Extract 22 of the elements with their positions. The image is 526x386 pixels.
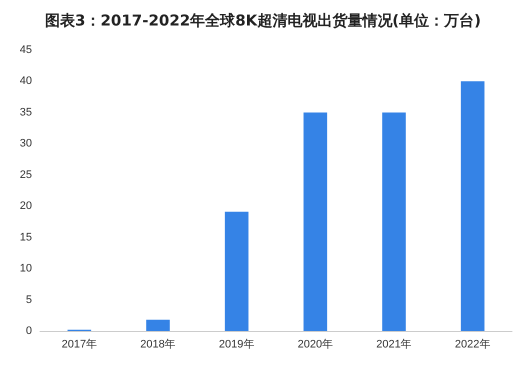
y-tick-label: 45 <box>20 44 32 56</box>
y-tick-label: 30 <box>20 138 32 150</box>
y-tick-label: 40 <box>20 75 32 88</box>
x-tick-label: 2017年 <box>62 338 98 350</box>
x-tick-label: 2020年 <box>298 338 334 350</box>
chart-title: 图表3：2017-2022年全球8K超清电视出货量情况(单位：万台) <box>45 12 481 30</box>
x-tick-label: 2021年 <box>376 338 412 350</box>
bar <box>224 212 248 331</box>
y-tick-label: 10 <box>20 262 32 275</box>
x-tick-label: 2018年 <box>140 338 176 350</box>
bar <box>460 81 484 331</box>
y-tick-label: 35 <box>20 106 32 118</box>
y-tick-label: 25 <box>20 168 32 181</box>
x-tick-label: 2019年 <box>218 338 254 350</box>
y-tick-label: 0 <box>26 325 32 337</box>
x-tick-label: 2022年 <box>454 338 490 350</box>
bar <box>304 112 328 331</box>
y-tick-label: 5 <box>26 294 32 306</box>
bar <box>382 112 406 331</box>
y-tick-label: 15 <box>20 231 32 244</box>
bar <box>146 320 170 331</box>
y-tick-label: 20 <box>20 200 32 212</box>
